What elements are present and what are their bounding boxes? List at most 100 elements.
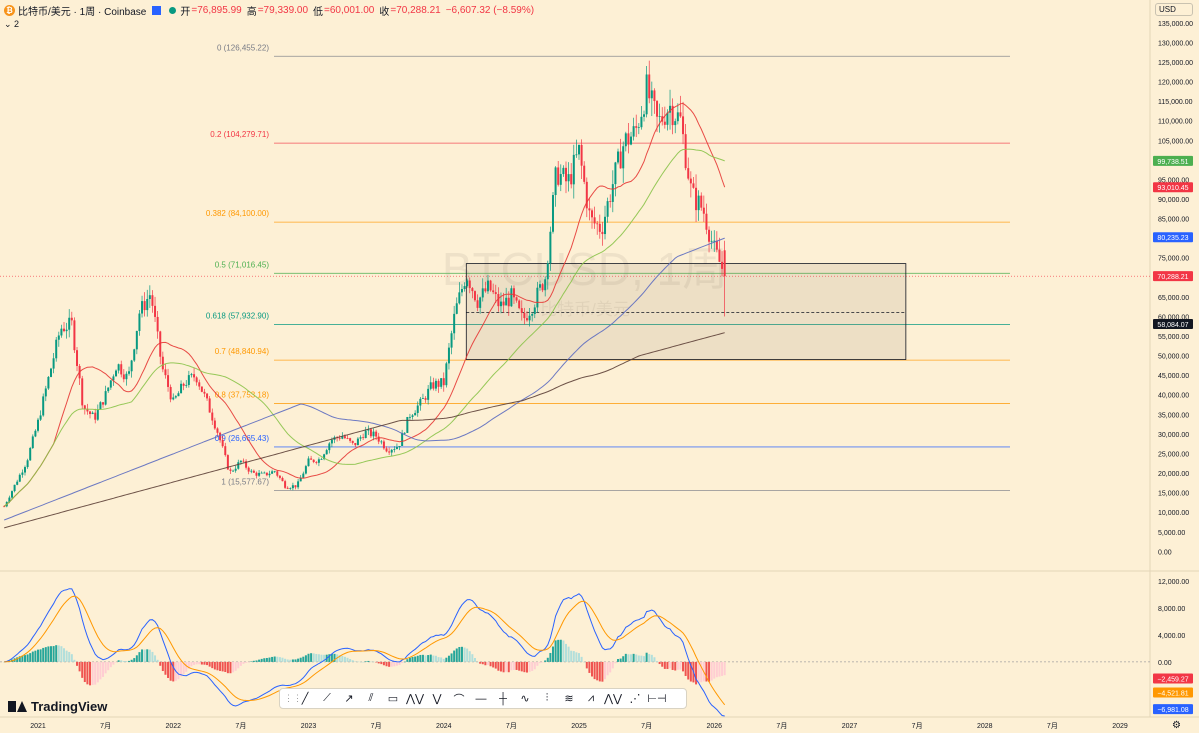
currency-selector[interactable]: USD — [1155, 3, 1193, 16]
macd-bar — [661, 661, 664, 667]
macd-bar — [447, 655, 450, 662]
candle-body — [434, 380, 437, 389]
path-icon[interactable]: ⌒ — [453, 693, 465, 706]
crosshair-icon[interactable]: ┼ — [499, 692, 507, 705]
candle-body — [304, 466, 307, 474]
indicators-toggle[interactable]: ⌄ 2 — [4, 19, 20, 29]
candle-body — [83, 405, 86, 409]
macd-bar — [557, 639, 560, 662]
tradingview-logo[interactable]: TradingView — [8, 699, 107, 714]
macd-bar — [460, 646, 463, 662]
rectangle-icon[interactable]: ▭ — [387, 693, 399, 705]
macd-bar — [544, 660, 547, 662]
abcd-pattern-icon[interactable]: ⋁ — [432, 693, 442, 705]
macd-bar — [362, 661, 365, 663]
macd-bar — [299, 657, 302, 662]
macd-bar — [523, 661, 526, 673]
candle-body — [468, 280, 471, 289]
xabcd-pattern-icon[interactable]: ⋀⋁ — [405, 693, 425, 705]
candle-body — [13, 484, 16, 492]
macd-bar — [611, 661, 614, 669]
open-label: 开 — [180, 6, 191, 18]
macd-bar — [265, 657, 268, 662]
fib-retracement-icon[interactable]: ⫶ — [545, 692, 549, 704]
y-tick-label: 40,000.00 — [1158, 393, 1189, 400]
price-badge-label: 93,010.45 — [1157, 185, 1188, 192]
candle-body — [177, 393, 180, 397]
macd-bar — [528, 661, 531, 672]
candle-body — [356, 438, 359, 446]
macd-bar — [713, 661, 716, 679]
candle-body — [260, 472, 263, 474]
ray-icon[interactable]: ⟋ — [323, 692, 331, 704]
macd-bar — [583, 661, 586, 663]
date-range-icon[interactable]: ⊢⊣ — [647, 693, 667, 705]
candle-body — [507, 297, 510, 307]
candle-body — [156, 316, 159, 332]
curve-icon[interactable]: ∿ — [520, 693, 530, 705]
macd-bar — [161, 661, 164, 672]
macd-bar — [414, 656, 417, 662]
candle-body — [536, 287, 539, 308]
candle-body — [68, 317, 71, 330]
x-tick-label: 7月 — [235, 722, 246, 730]
candle-body — [650, 90, 653, 99]
y-tick-label: 35,000.00 — [1158, 412, 1189, 419]
candle-body — [112, 376, 115, 381]
currency-label: USD — [1159, 5, 1176, 14]
settings-gear-icon[interactable]: ⚙ — [1172, 720, 1181, 731]
macd-bar — [411, 656, 414, 662]
macd-bar — [180, 661, 183, 677]
horizontal-line-icon[interactable]: — — [475, 692, 487, 705]
macd-bar — [715, 661, 718, 678]
macd-bar — [671, 661, 674, 670]
macd-bar — [473, 657, 476, 662]
macd-bar — [356, 661, 359, 663]
candle-body — [180, 383, 183, 394]
macd-bar — [34, 650, 37, 662]
candle-body — [554, 167, 557, 196]
gann-fan-icon[interactable]: ≋ — [564, 693, 574, 705]
candle-body — [502, 301, 505, 306]
candle-body — [637, 127, 640, 129]
candle-body — [143, 301, 146, 311]
candle-body — [596, 223, 599, 225]
candle-body — [557, 167, 560, 185]
candle-body — [8, 497, 11, 503]
candle-body — [63, 328, 66, 332]
candle-body — [372, 431, 375, 437]
support-zone-box — [465, 263, 907, 360]
macd-bar — [564, 643, 567, 662]
candle-body — [211, 412, 214, 421]
candle-body — [479, 297, 482, 308]
candle-body — [453, 313, 456, 334]
macd-bar — [349, 659, 352, 662]
macd-bar — [401, 661, 404, 664]
macd-bar — [687, 661, 690, 680]
head-shoulders-icon[interactable]: ⩘ — [587, 692, 595, 704]
macd-bar — [190, 661, 193, 667]
macd-bar — [234, 661, 237, 671]
candle-body — [278, 475, 281, 478]
forecast-icon[interactable]: ⋰ — [629, 693, 641, 705]
fib-label-0: 0 (126,455.22) — [217, 43, 269, 52]
elliott-wave-icon[interactable]: ⋀⋁ — [603, 693, 623, 705]
symbol-title[interactable]: 比特币/美元 · 1周 · Coinbase — [18, 6, 147, 18]
candle-body — [81, 378, 84, 406]
macd-bar — [538, 661, 541, 664]
macd-bar — [697, 661, 700, 683]
macd-bar — [351, 660, 354, 662]
candle-body — [294, 485, 297, 488]
x-tick-label: 2028 — [977, 723, 993, 730]
macd-bar — [304, 655, 307, 662]
candle-body — [497, 294, 500, 307]
trend-line-icon[interactable]: ╱ — [301, 693, 309, 705]
candle-body — [289, 488, 292, 489]
arrow-icon[interactable]: ↗ — [344, 693, 354, 705]
drag-handle-icon[interactable]: ⋮⋮ — [284, 693, 302, 703]
parallel-channel-icon[interactable]: ⫽ — [368, 692, 374, 704]
macd-bar — [674, 661, 677, 671]
candle-body — [546, 263, 549, 280]
candle-body — [411, 415, 414, 417]
